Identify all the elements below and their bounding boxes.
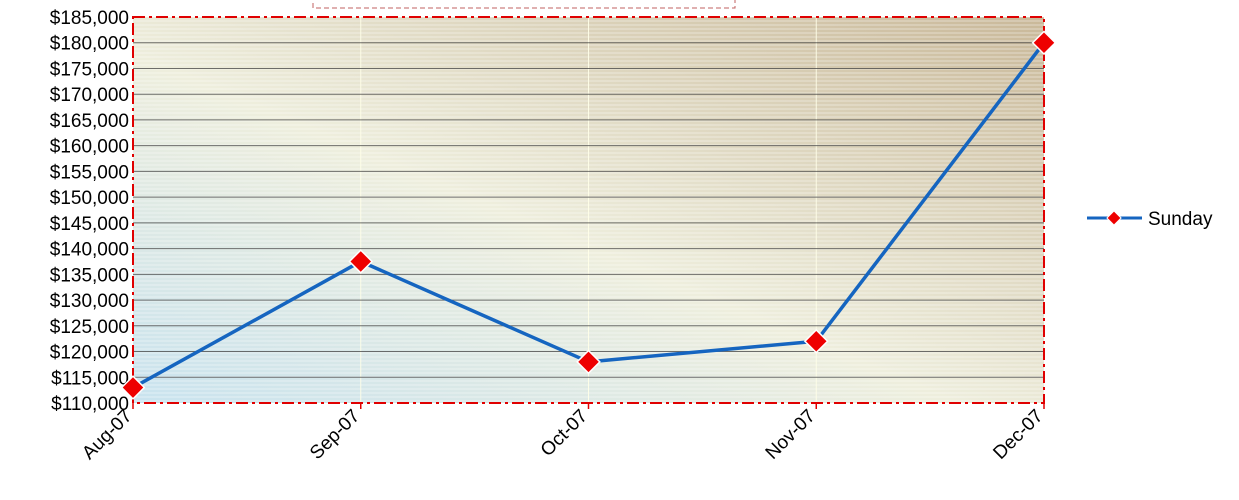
y-tick-label: $120,000 [50,343,129,364]
series-sunday [120,30,1057,400]
y-tick-label: $150,000 [50,188,129,209]
data-point-marker [1031,30,1057,56]
y-tick-label: $135,000 [50,265,129,286]
y-tick-label: $175,000 [50,59,129,80]
data-point-marker [576,349,601,375]
horizontal-gridlines [133,42,1044,378]
y-tick-label: $130,000 [50,291,129,312]
y-tick-label: $180,000 [50,34,129,55]
y-axis-tick-labels: $110,000 $115,000 $120,000 $125,000 $130,000… [50,8,129,415]
y-tick-label: $145,000 [50,214,129,235]
y-tick-label: $125,000 [50,317,129,338]
x-tick-label: Dec-07 [989,406,1047,464]
x-tick-label: Sep-07 [306,406,364,464]
y-tick-label: $155,000 [50,162,129,183]
y-tick-label: $165,000 [50,111,129,132]
x-tick-label: Nov-07 [762,406,820,464]
data-point-marker [803,328,829,354]
legend-swatch-marker [1106,210,1122,226]
legend-label-sunday: Sunday [1148,209,1213,230]
y-tick-label: $160,000 [50,137,129,158]
y-tick-label: $115,000 [51,368,129,389]
y-tick-label: $140,000 [50,240,129,261]
title-box-outline [312,0,736,9]
y-tick-label: $185,000 [50,8,129,29]
x-axis-ticks [132,403,1045,409]
legend: Sunday [1087,209,1213,230]
data-point-marker [348,249,374,274]
y-tick-label: $170,000 [50,85,129,106]
x-axis-tick-labels: Aug-07 Sep-07 Oct-07 Nov-07 Dec-07 [78,406,1047,464]
y-tick-label: $110,000 [51,394,129,415]
x-tick-label: Oct-07 [537,406,592,461]
data-point-marker [120,375,146,400]
